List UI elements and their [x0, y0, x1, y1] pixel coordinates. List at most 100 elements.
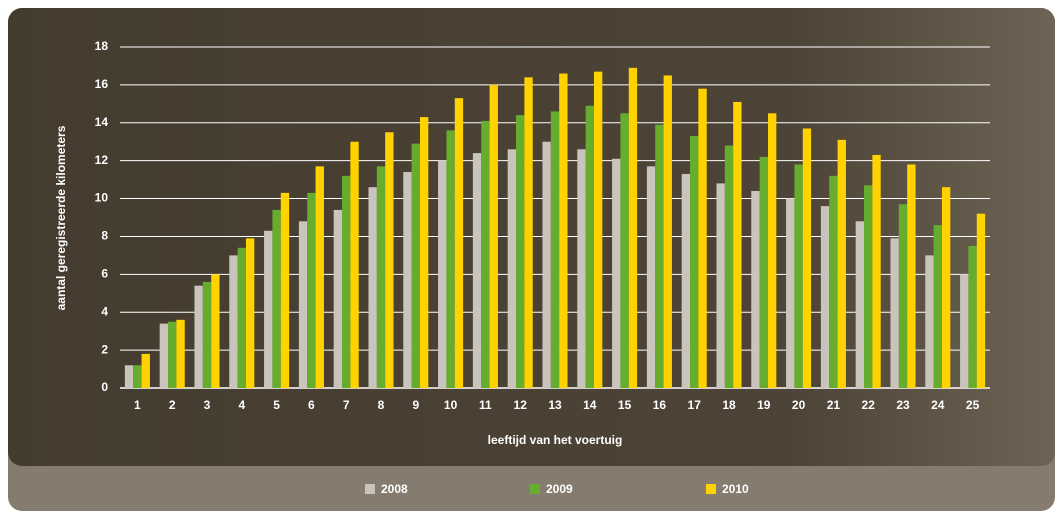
- bar: [385, 132, 394, 388]
- bar: [446, 130, 455, 388]
- y-tick-label: 4: [101, 304, 108, 318]
- bar: [559, 73, 568, 389]
- bar: [403, 172, 412, 388]
- bar: [280, 192, 290, 388]
- x-tick-label: 25: [966, 398, 980, 412]
- y-axis-label: aantal geregistreerde kilometers: [54, 125, 68, 310]
- bar: [507, 149, 517, 388]
- bar: [237, 247, 246, 388]
- bar: [898, 204, 908, 388]
- bar: [716, 183, 725, 388]
- bar: [489, 84, 498, 388]
- bar: [837, 139, 846, 388]
- legend-label: 2008: [381, 482, 408, 496]
- bar: [724, 145, 734, 388]
- bar: [438, 160, 447, 388]
- bar: [298, 221, 308, 388]
- legend-label: 2009: [546, 482, 573, 496]
- legend-label: 2010: [722, 482, 749, 496]
- bar: [264, 230, 273, 388]
- y-tick-label: 0: [101, 380, 108, 394]
- x-tick-label: 13: [548, 398, 562, 412]
- bar: [342, 175, 351, 388]
- bar: [620, 113, 629, 389]
- x-tick-label: 5: [273, 398, 280, 412]
- x-tick-label: 7: [343, 398, 350, 412]
- legend-swatch: [365, 484, 375, 494]
- bar: [307, 192, 316, 388]
- x-tick-label: 11: [479, 398, 492, 412]
- bar: [124, 365, 134, 388]
- bar: [646, 166, 656, 388]
- bar: [593, 71, 603, 388]
- bar: [168, 321, 177, 388]
- bar: [333, 209, 343, 388]
- bar: [628, 67, 638, 388]
- y-tick-label: 10: [95, 191, 109, 205]
- x-tick-label: 14: [583, 398, 597, 412]
- bar: [690, 136, 699, 388]
- bar: [516, 115, 525, 388]
- x-tick-label: 20: [792, 398, 806, 412]
- bar: [585, 105, 594, 388]
- bar: [890, 238, 899, 388]
- x-tick-label: 8: [378, 398, 385, 412]
- bar: [767, 113, 777, 389]
- bar: [454, 98, 464, 389]
- x-axis-label: leeftijd van het voertuig: [488, 433, 623, 447]
- bar: [751, 190, 760, 388]
- bar: [542, 141, 551, 388]
- x-tick-label: 6: [308, 398, 315, 412]
- x-tick-label: 1: [134, 398, 141, 412]
- x-tick-label: 19: [757, 398, 771, 412]
- bar: [655, 124, 664, 388]
- bar: [872, 154, 881, 388]
- bar: [202, 281, 212, 388]
- bar: [612, 158, 621, 388]
- bar: [315, 166, 324, 388]
- bar: [194, 285, 203, 388]
- bar: [802, 128, 812, 388]
- bar: [968, 245, 977, 388]
- bar: [864, 185, 873, 388]
- x-tick-label: 2: [169, 398, 176, 412]
- bar: [245, 238, 255, 388]
- x-tick-label: 4: [238, 398, 245, 412]
- y-tick-label: 8: [101, 229, 108, 243]
- bar: [759, 156, 768, 388]
- y-tick-label: 12: [95, 153, 109, 167]
- bar: [368, 187, 377, 388]
- bar: [733, 101, 742, 388]
- x-tick-label: 10: [444, 398, 458, 412]
- y-tick-label: 18: [95, 39, 109, 53]
- bar: [855, 221, 865, 388]
- legend-swatch: [530, 484, 540, 494]
- bar: [925, 255, 934, 388]
- x-tick-label: 22: [862, 398, 876, 412]
- bar: [663, 75, 672, 389]
- x-tick-label: 16: [653, 398, 667, 412]
- x-tick-label: 18: [722, 398, 736, 412]
- bar: [960, 274, 969, 388]
- bar: [229, 255, 238, 388]
- x-tick-label: 12: [514, 398, 528, 412]
- bar: [176, 319, 185, 388]
- y-tick-label: 2: [101, 342, 108, 356]
- bar: [786, 198, 795, 388]
- bar: [376, 166, 386, 388]
- x-tick-label: 23: [896, 398, 910, 412]
- bar: [976, 213, 986, 388]
- bar: [133, 365, 142, 388]
- y-tick-label: 16: [95, 77, 109, 91]
- y-tick-label: 6: [101, 267, 108, 281]
- bar: [472, 153, 482, 388]
- bar: [272, 209, 281, 388]
- bar: [481, 120, 490, 388]
- bar: [907, 164, 916, 388]
- x-tick-label: 21: [827, 398, 841, 412]
- bar: [698, 88, 707, 388]
- y-tick-label: 14: [95, 115, 109, 129]
- bar: [350, 141, 359, 388]
- bar: [577, 149, 586, 388]
